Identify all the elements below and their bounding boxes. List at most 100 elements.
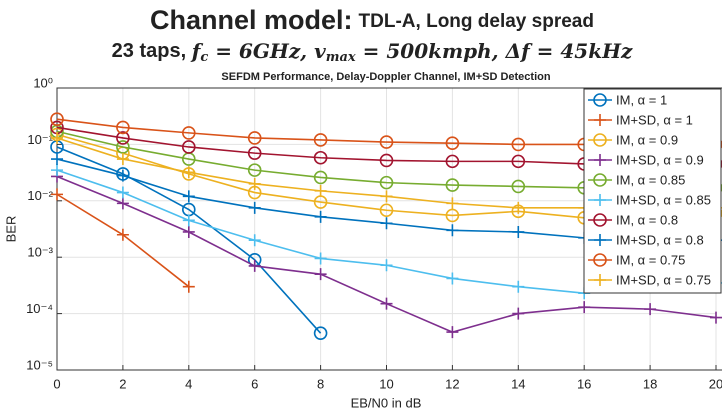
x-tick-label: 8: [317, 376, 324, 391]
marker: [379, 153, 394, 168]
marker: [578, 301, 591, 314]
marker: [446, 224, 459, 237]
marker: [380, 217, 393, 230]
marker: [445, 178, 460, 192]
legend-marker: [594, 194, 606, 206]
legend-label: IM, α = 0.85: [616, 172, 685, 187]
legend-marker: [594, 154, 606, 166]
x-tick-label: 20: [709, 376, 722, 391]
marker: [116, 131, 130, 145]
marker: [116, 197, 129, 210]
marker: [313, 150, 328, 165]
marker: [644, 303, 657, 316]
legend-marker: [594, 234, 606, 246]
subtitle-part: Δf = 45kHz: [505, 39, 633, 63]
marker: [247, 146, 262, 160]
marker: [380, 259, 393, 272]
marker: [379, 135, 394, 149]
marker: [379, 203, 394, 218]
legend-marker: [593, 253, 607, 267]
marker: [314, 184, 327, 197]
y-tick-label: 10⁻²: [27, 188, 53, 203]
marker: [248, 234, 261, 247]
marker: [51, 164, 63, 177]
y-tick-label: 10⁻³: [27, 245, 53, 260]
marker: [512, 201, 525, 214]
marker: [511, 179, 526, 194]
legend-label: IM+SD, α = 1: [616, 112, 693, 127]
marker: [313, 170, 328, 185]
marker: [247, 163, 262, 177]
x-tick-label: 4: [185, 376, 192, 391]
legend-marker: [594, 274, 606, 286]
marker: [446, 197, 459, 210]
subtitle: 23 taps, fc = 6GHz, vmax = 500kmph, Δf =…: [112, 39, 633, 65]
x-axis-label: EB/N0 in dB: [351, 395, 422, 410]
marker: [182, 126, 196, 140]
y-tick-label: 10⁰: [33, 75, 53, 90]
marker: [512, 307, 525, 320]
marker: [116, 140, 130, 154]
x-tick-label: 10: [379, 376, 393, 391]
marker: [313, 326, 328, 340]
marker: [116, 153, 129, 166]
legend-marker: [593, 213, 607, 227]
slide-title: Channel model: TDL-A, Long delay spread: [150, 5, 594, 35]
marker: [116, 186, 129, 199]
marker: [51, 153, 63, 166]
x-tick-label: 14: [511, 376, 525, 391]
marker: [314, 268, 327, 281]
x-tick-label: 2: [119, 376, 126, 391]
marker: [248, 177, 261, 190]
x-tick-label: 0: [53, 376, 60, 391]
marker: [247, 131, 262, 145]
marker: [445, 136, 460, 151]
legend-label: IM, α = 1: [616, 92, 667, 107]
subtitle-part: = 500kmph,: [356, 39, 506, 63]
legend-label: IM+SD, α = 0.8: [616, 232, 704, 247]
title-detail: TDL-A, Long delay spread: [359, 11, 594, 32]
marker: [512, 225, 525, 238]
marker: [313, 133, 328, 147]
subtitle-part: = 6GHz,: [208, 39, 314, 63]
marker: [314, 252, 327, 265]
marker: [248, 259, 261, 272]
marker: [182, 140, 196, 154]
series: [51, 170, 722, 339]
y-tick-label: 10⁻⁵: [26, 357, 53, 372]
marker: [182, 214, 195, 227]
marker: [445, 208, 460, 223]
marker: [116, 120, 130, 135]
x-tick-label: 12: [445, 376, 459, 391]
series-line: [56, 146, 322, 334]
marker: [116, 169, 129, 182]
marker: [446, 272, 459, 285]
title: Channel model:: [150, 5, 353, 35]
legend-label: IM+SD, α = 0.85: [616, 192, 711, 207]
legend-marker: [593, 173, 607, 187]
y-axis-label: BER: [3, 216, 18, 243]
subtitle-part: max: [326, 50, 356, 65]
marker: [248, 201, 261, 214]
x-tick-label: 16: [577, 376, 591, 391]
legend-label: IM+SD, α = 0.75: [616, 272, 711, 287]
marker: [314, 210, 327, 223]
y-tick-label: 10⁻¹: [27, 132, 53, 147]
subtitle-part: c: [200, 50, 208, 65]
legend-marker: [593, 93, 607, 107]
marker: [51, 131, 63, 144]
marker: [51, 188, 63, 201]
legend-label: IM+SD, α = 0.9: [616, 152, 704, 167]
marker: [182, 225, 195, 238]
marker: [512, 280, 525, 293]
subtitle-part: v: [314, 39, 326, 63]
legend-label: IM, α = 0.9: [616, 132, 678, 147]
marker: [182, 280, 195, 293]
marker: [380, 190, 393, 203]
legend-label: IM, α = 0.8: [616, 212, 678, 227]
marker: [379, 175, 394, 190]
marker: [511, 154, 526, 169]
series: [51, 188, 195, 293]
